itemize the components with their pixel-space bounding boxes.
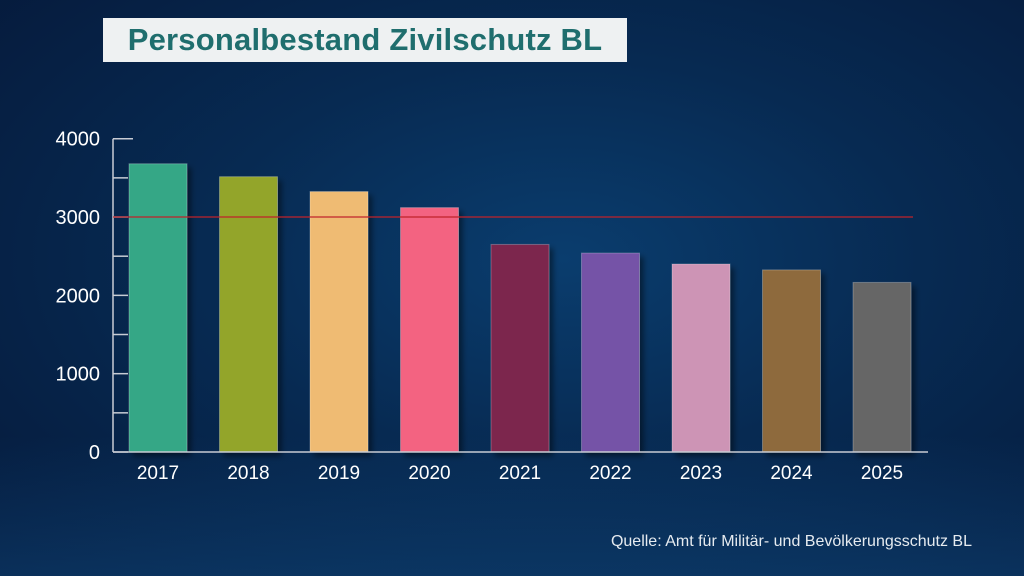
x-tick-label-2018: 2018 <box>227 463 269 484</box>
x-tick-label-2023: 2023 <box>680 463 722 484</box>
x-tick-label-2024: 2024 <box>770 463 813 484</box>
source-note: Quelle: Amt für Militär- und Bevölkerung… <box>610 533 972 550</box>
x-tick-label-2017: 2017 <box>137 463 179 484</box>
y-tick-label-4000: 4000 <box>56 129 101 151</box>
bar-2017 <box>128 163 188 453</box>
x-tick-label-2025: 2025 <box>861 463 903 484</box>
x-tick-label-2019: 2019 <box>318 463 360 484</box>
bar-2021 <box>490 243 550 453</box>
y-tick-label-3000: 3000 <box>56 207 101 229</box>
bar-2025 <box>852 281 912 453</box>
bar-2018 <box>219 176 278 453</box>
y-tick-label-2000: 2000 <box>56 285 101 307</box>
title-box: Personalbestand Zivilschutz BL <box>103 18 627 62</box>
y-tick-label-0: 0 <box>89 442 100 464</box>
bar-2024 <box>762 269 821 453</box>
x-tick-label-2020: 2020 <box>408 463 450 484</box>
bar-2023 <box>671 263 731 453</box>
y-tick-label-1000: 1000 <box>56 364 101 386</box>
chart-title: Personalbestand Zivilschutz BL <box>127 22 603 57</box>
background-glow <box>0 436 1024 576</box>
x-tick-label-2021: 2021 <box>499 463 541 484</box>
x-tick-label-2022: 2022 <box>589 463 631 484</box>
bar-2022 <box>581 252 640 453</box>
bar-2020 <box>400 207 459 453</box>
bar-2019 <box>309 191 369 453</box>
